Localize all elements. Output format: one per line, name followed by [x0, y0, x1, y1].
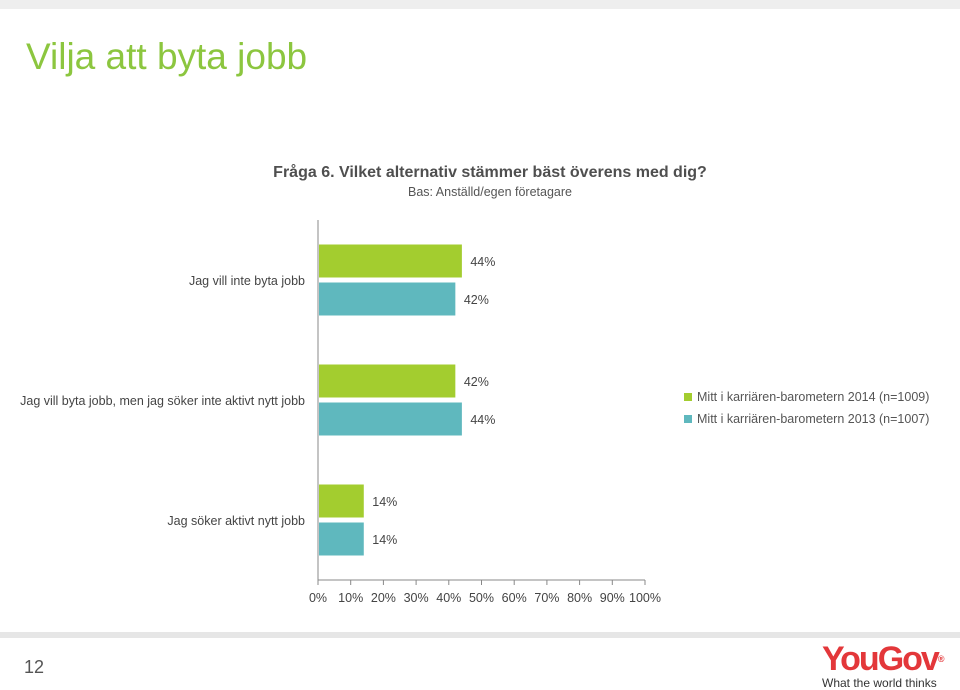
data-label: 42%: [464, 375, 489, 389]
chart-subtitle: Bas: Anställd/egen företagare: [407, 185, 572, 199]
x-tick-label: 90%: [600, 591, 625, 605]
legend-swatch-2014: [684, 393, 692, 401]
x-tick-label: 100%: [629, 591, 661, 605]
top-bar: [0, 0, 960, 9]
category-label: Jag vill byta jobb, men jag söker inte a…: [20, 394, 305, 408]
legend-label-2013: Mitt i karriären-barometern 2013 (n=1007…: [697, 412, 930, 426]
x-tick-label: 80%: [567, 591, 592, 605]
logo-registered: ®: [937, 654, 944, 664]
page-number: 12: [24, 657, 45, 677]
legend-swatch-2013: [684, 415, 692, 423]
chart-legend: Mitt i karriären-barometern 2014 (n=1009…: [684, 386, 929, 430]
logo-brand: YouGov: [822, 640, 940, 678]
x-tick-label: 60%: [502, 591, 527, 605]
logo-tagline: What the world thinks: [822, 676, 937, 690]
bar-chart: 0% 10% 20% 30% 40% 50% 60% 70% 80% 90% 100% Jag vil…: [20, 220, 661, 605]
footer-bar: [0, 632, 960, 638]
legend-label-2014: Mitt i karriären-barometern 2014 (n=1009…: [697, 390, 930, 404]
x-tick-label: 0%: [309, 591, 327, 605]
page-title: Vilja att byta jobb: [26, 36, 308, 77]
bar: [319, 282, 456, 316]
bar: [319, 244, 462, 278]
data-label: 14%: [372, 495, 397, 509]
x-tick-label: 20%: [371, 591, 396, 605]
bar: [319, 402, 462, 436]
bar: [319, 484, 364, 518]
data-label: 42%: [464, 293, 489, 307]
yougov-logo: YouGov® What the world thinks: [822, 640, 952, 690]
x-tick-label: 50%: [469, 591, 494, 605]
x-tick-label: 40%: [436, 591, 461, 605]
category-label: Jag vill inte byta jobb: [189, 274, 305, 288]
legend-item-2013: Mitt i karriären-barometern 2013 (n=1007…: [684, 408, 929, 430]
bar: [319, 522, 364, 556]
data-label: 44%: [470, 255, 495, 269]
chart-title: Fråga 6. Vilket alternativ stämmer bäst …: [273, 164, 707, 181]
x-tick-label: 10%: [338, 591, 363, 605]
x-tick-label: 30%: [404, 591, 429, 605]
bar: [319, 364, 456, 398]
x-tick-label: 70%: [534, 591, 559, 605]
legend-item-2014: Mitt i karriären-barometern 2014 (n=1009…: [684, 386, 929, 408]
data-label: 14%: [372, 533, 397, 547]
data-label: 44%: [470, 413, 495, 427]
category-label: Jag söker aktivt nytt jobb: [167, 514, 305, 528]
